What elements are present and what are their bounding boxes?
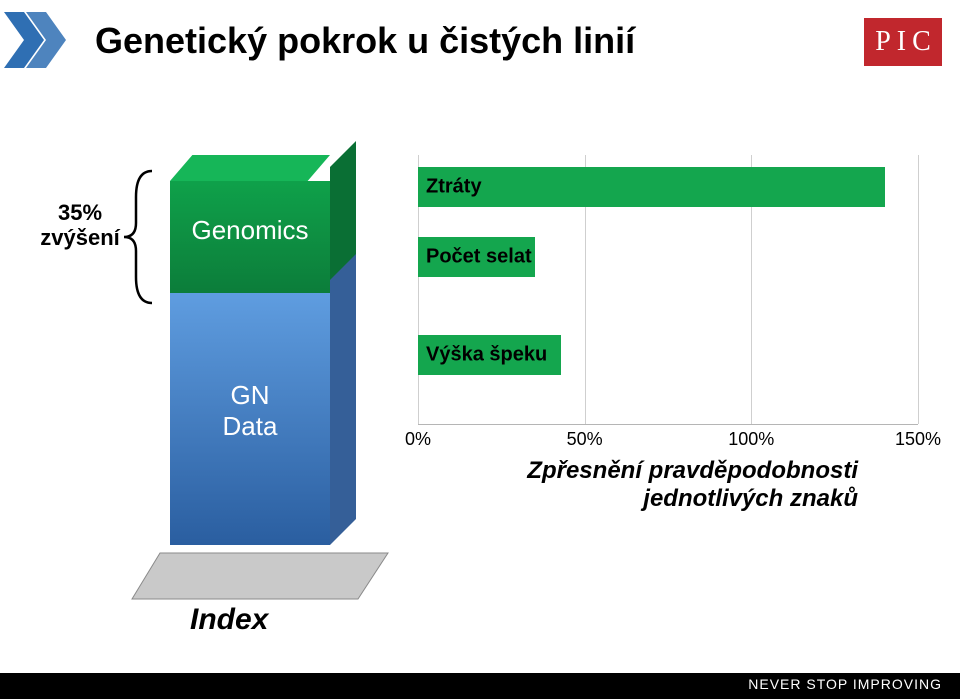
hbar-chart: Ztráty Počet selat Výška špeku 0% 50% 10… [418, 155, 918, 465]
index-axis-label: Index [190, 603, 268, 637]
xtick: 0% [405, 429, 431, 450]
increase-word: zvýšení [40, 225, 120, 250]
genomics-top-face [170, 155, 330, 181]
xtick: 50% [567, 429, 603, 450]
gndata-label: GN Data [170, 380, 330, 442]
increase-percent: 35% [58, 200, 102, 225]
hbar-row: Ztráty [418, 167, 918, 207]
chevrons-icon [0, 12, 80, 68]
hbar-grid: Ztráty Počet selat Výška špeku [418, 155, 918, 425]
hbar-bar [418, 167, 885, 207]
hbar-label: Počet selat [426, 246, 532, 269]
genomics-label: Genomics [170, 215, 330, 246]
hbar-label: Výška špeku [426, 344, 547, 367]
x-axis-label: Zpřesnění pravděpodobnosti jednotlivých … [418, 457, 918, 513]
column-3d-chart: 35% zvýšení Genomics GN Data Index [170, 145, 355, 615]
hbar-row: Počet selat [418, 237, 918, 277]
pic-logo: PIC [864, 18, 942, 66]
curly-brace-icon [122, 167, 156, 307]
gndata-side-face [330, 254, 356, 545]
hbar-label: Ztráty [426, 176, 482, 199]
gridline [918, 155, 919, 424]
page-title: Genetický pokrok u čistých linií [95, 20, 635, 62]
xtick: 100% [728, 429, 774, 450]
slide-footer: NEVER STOP IMPROVING [0, 673, 960, 699]
footer-tagline: NEVER STOP IMPROVING [748, 676, 942, 692]
slide-header: Genetický pokrok u čistých linií PIC [0, 12, 960, 82]
increase-callout: 35% zvýšení [35, 200, 125, 251]
hbar-row: Výška špeku [418, 335, 918, 375]
xtick: 150% [895, 429, 941, 450]
column-base-plate [130, 547, 390, 601]
